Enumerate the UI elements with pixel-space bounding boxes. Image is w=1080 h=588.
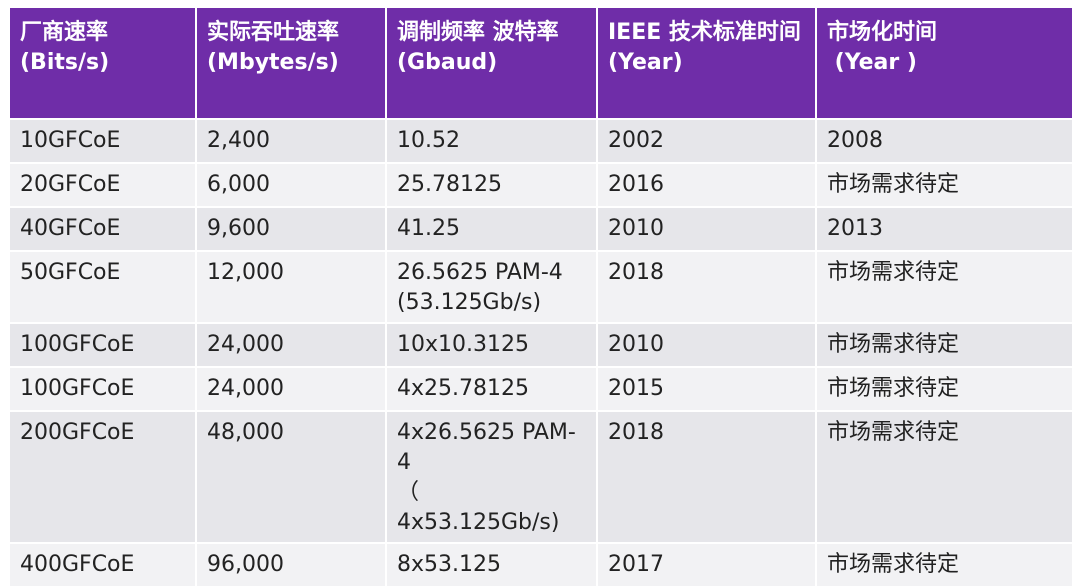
table-cell: 25.78125 (385, 162, 598, 208)
table-cell: 市场需求待定 (815, 410, 1074, 544)
table-cell: 2018 (596, 410, 817, 544)
table-cell: 12,000 (195, 250, 387, 324)
table-row: 100GFCoE 24,000 10x10.3125 2010 市场需求待定 (8, 322, 1074, 368)
table-cell: 市场需求待定 (815, 250, 1074, 324)
table-cell: 2015 (596, 366, 817, 412)
table-cell: 10.52 (385, 118, 598, 164)
table-row: 200GFCoE 48,000 4x26.5625 PAM-4 （ 4x53.125… (8, 410, 1074, 544)
page: 厂商速率 (Bits/s) 实际吞吐速率 (Mbytes/s) 调制频率 波特率 (… (8, 6, 1074, 588)
table-cell: 2,400 (195, 118, 387, 164)
table-cell: 市场需求待定 (815, 322, 1074, 368)
table-cell: 4x26.5625 PAM-4 （ 4x53.125Gb/s) (385, 410, 598, 544)
table-cell: 2008 (815, 118, 1074, 164)
header-row: 厂商速率 (Bits/s) 实际吞吐速率 (Mbytes/s) 调制频率 波特率 (… (8, 6, 1074, 120)
table-cell: 8x53.125 (385, 542, 598, 588)
table-row: 10GFCoE 2,400 10.52 2002 2008 (8, 118, 1074, 164)
table-row: 40GFCoE 9,600 41.25 2010 2013 (8, 206, 1074, 252)
table-cell: 2018 (596, 250, 817, 324)
table-cell: 市场需求待定 (815, 366, 1074, 412)
table-cell: 2013 (815, 206, 1074, 252)
table-cell: 10x10.3125 (385, 322, 598, 368)
table-body: 10GFCoE 2,400 10.52 2002 2008 20GFCoE 6,000 25.… (8, 118, 1074, 588)
table-cell: 96,000 (195, 542, 387, 588)
table-row: 400GFCoE 96,000 8x53.125 2017 市场需求待定 (8, 542, 1074, 588)
table-cell: 市场需求待定 (815, 162, 1074, 208)
table-cell: 6,000 (195, 162, 387, 208)
table-cell: 市场需求待定 (815, 542, 1074, 588)
table-cell: 4x25.78125 (385, 366, 598, 412)
table-cell: 50GFCoE (8, 250, 197, 324)
table-row: 20GFCoE 6,000 25.78125 2016 市场需求待定 (8, 162, 1074, 208)
table-cell: 10GFCoE (8, 118, 197, 164)
table-cell: 40GFCoE (8, 206, 197, 252)
table-cell: 26.5625 PAM-4 (53.125Gb/s) (385, 250, 598, 324)
table-cell: 2017 (596, 542, 817, 588)
table-cell: 24,000 (195, 366, 387, 412)
header-cell: 调制频率 波特率 (Gbaud) (385, 6, 598, 120)
table-cell: 24,000 (195, 322, 387, 368)
table-cell: 2002 (596, 118, 817, 164)
header-cell: 实际吞吐速率 (Mbytes/s) (195, 6, 387, 120)
table-cell: 200GFCoE (8, 410, 197, 544)
table-cell: 100GFCoE (8, 322, 197, 368)
table-container: 厂商速率 (Bits/s) 实际吞吐速率 (Mbytes/s) 调制频率 波特率 (… (8, 6, 1074, 588)
table-cell: 9,600 (195, 206, 387, 252)
table-cell: 2010 (596, 206, 817, 252)
table-cell: 2010 (596, 322, 817, 368)
table-cell: 400GFCoE (8, 542, 197, 588)
header-cell: 市场化时间 (Year ) (815, 6, 1074, 120)
table-row: 100GFCoE 24,000 4x25.78125 2015 市场需求待定 (8, 366, 1074, 412)
table-cell: 100GFCoE (8, 366, 197, 412)
header-cell: 厂商速率 (Bits/s) (8, 6, 197, 120)
table-cell: 20GFCoE (8, 162, 197, 208)
table-row: 50GFCoE 12,000 26.5625 PAM-4 (53.125Gb/s) 2… (8, 250, 1074, 324)
fcoe-table: 厂商速率 (Bits/s) 实际吞吐速率 (Mbytes/s) 调制频率 波特率 (… (8, 6, 1074, 588)
table-cell: 2016 (596, 162, 817, 208)
header-cell: IEEE 技术标准时间 (Year) (596, 6, 817, 120)
table-cell: 48,000 (195, 410, 387, 544)
table-cell: 41.25 (385, 206, 598, 252)
